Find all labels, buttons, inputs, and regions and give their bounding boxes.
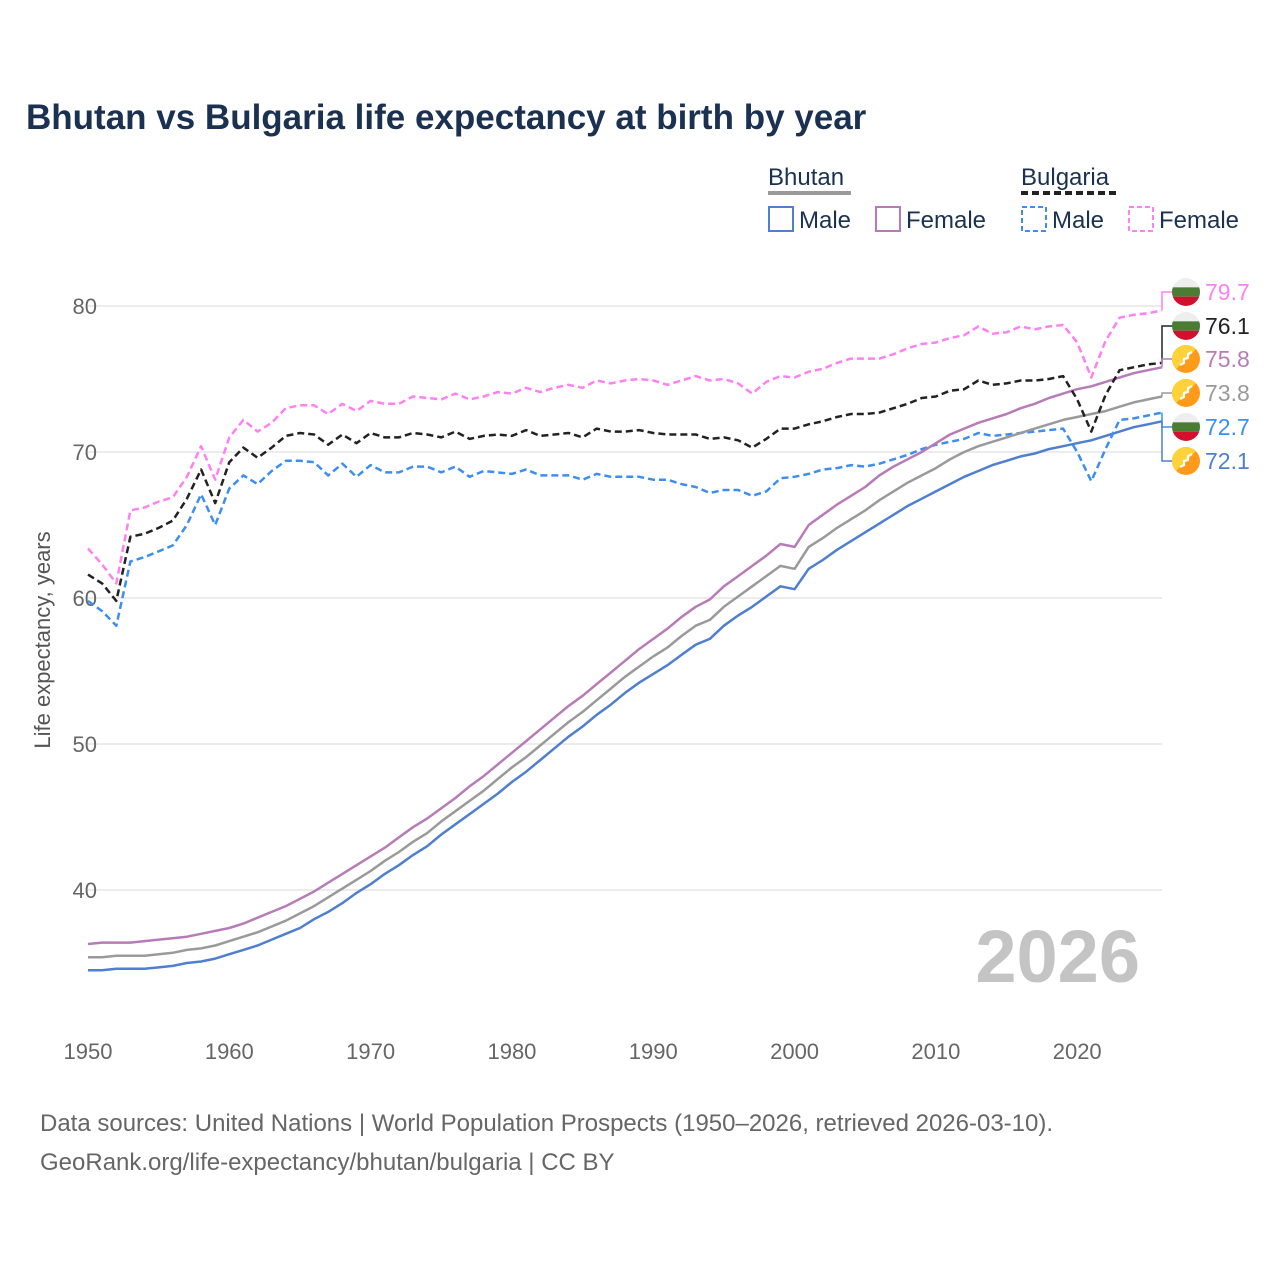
x-axis-ticks: 1950 1960 1970 1980 1990 2000 2010 2020 [64, 1039, 1102, 1064]
end-value-label: 73.8 [1205, 380, 1250, 406]
gridlines [88, 305, 1162, 891]
y-tick-label: 80 [73, 294, 97, 319]
series-line-bulgaria-female [87, 309, 1163, 585]
series-lines [87, 309, 1163, 972]
series-line-bulgaria-total [87, 361, 1163, 603]
x-tick-label: 1970 [346, 1039, 395, 1064]
source-line-2: GeoRank.org/life-expectancy/bhutan/bulga… [40, 1149, 615, 1176]
legend-bulgaria-female-swatch [1128, 206, 1154, 232]
end-label-connector [1161, 291, 1172, 311]
year-watermark: 2026 [975, 915, 1140, 998]
x-tick-label: 2010 [911, 1039, 960, 1064]
bhutan-flag-icon [1172, 379, 1200, 407]
x-tick-label: 2000 [770, 1039, 819, 1064]
end-label-connector [1161, 358, 1172, 368]
end-label-connector [1161, 325, 1172, 363]
legend-bhutan-female-swatch [875, 206, 901, 232]
end-value-label: 75.8 [1205, 346, 1250, 372]
x-tick-label: 2020 [1053, 1039, 1102, 1064]
y-tick-label: 50 [73, 732, 97, 757]
series-line-bulgaria-male [87, 411, 1163, 627]
x-tick-label: 1950 [64, 1039, 113, 1064]
source-line-1: Data sources: United Nations | World Pop… [40, 1110, 1053, 1137]
x-tick-label: 1980 [487, 1039, 536, 1064]
legend-bulgaria-male-swatch [1021, 206, 1047, 232]
end-value-label: 76.1 [1205, 313, 1250, 339]
end-label-connector [1161, 392, 1172, 397]
end-value-label: 72.7 [1205, 414, 1250, 440]
end-value-label: 72.1 [1205, 448, 1250, 474]
x-tick-label: 1990 [629, 1039, 678, 1064]
legend-group-bhutan: Bhutan [768, 164, 844, 191]
x-tick-label: 1960 [205, 1039, 254, 1064]
y-tick-label: 40 [73, 878, 97, 903]
end-value-label: 79.7 [1205, 279, 1250, 305]
series-line-bhutan-male [88, 420, 1163, 972]
bulgaria-flag-icon [1172, 278, 1200, 306]
series-line-bhutan-female [87, 366, 1163, 946]
legend-bhutan-male-label: Male [799, 207, 851, 234]
y-tick-label: 60 [73, 586, 97, 611]
end-label-connector [1161, 412, 1172, 428]
chart-title: Bhutan vs Bulgaria life expectancy at bi… [26, 98, 867, 137]
y-axis-label: Life expectancy, years [30, 531, 55, 748]
bhutan-flag-icon [1172, 345, 1200, 373]
legend-group-bulgaria: Bulgaria [1021, 164, 1110, 191]
y-tick-label: 70 [73, 440, 97, 465]
bhutan-flag-icon [1172, 447, 1200, 475]
bulgaria-flag-icon [1172, 312, 1200, 340]
y-axis-ticks: 40 50 60 70 80 [73, 294, 97, 903]
legend: Bhutan Male Female Bulgaria Male Female [768, 164, 1239, 234]
legend-bhutan-male-swatch [768, 206, 794, 232]
end-label-connector [1161, 421, 1172, 462]
legend-bulgaria-female-label: Female [1159, 207, 1239, 234]
bulgaria-flag-icon [1172, 413, 1200, 441]
series-line-bhutan-total [88, 395, 1163, 959]
legend-bulgaria-male-label: Male [1052, 207, 1104, 234]
legend-bhutan-female-label: Female [906, 207, 986, 234]
end-labels: 79.7 76.1 75.8 73.8 72.7 72.1 [1161, 278, 1250, 475]
